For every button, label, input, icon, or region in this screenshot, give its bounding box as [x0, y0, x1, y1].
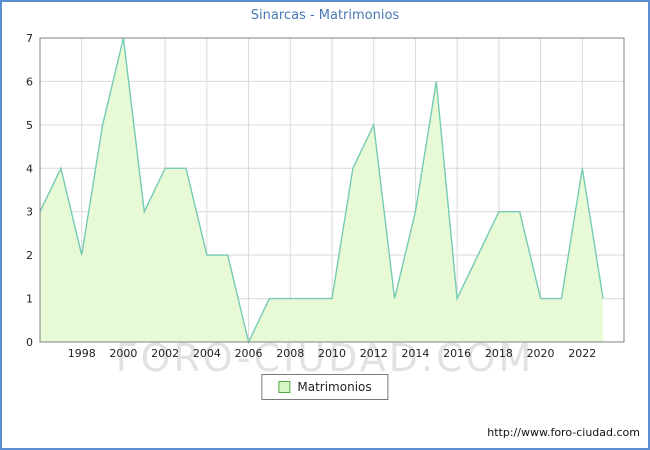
- svg-text:2016: 2016: [443, 347, 471, 360]
- source-url: http://www.foro-ciudad.com: [487, 426, 640, 439]
- svg-text:5: 5: [26, 119, 33, 132]
- svg-text:2002: 2002: [151, 347, 179, 360]
- svg-text:1998: 1998: [68, 347, 96, 360]
- svg-text:2008: 2008: [276, 347, 304, 360]
- svg-text:6: 6: [26, 75, 33, 88]
- svg-text:2018: 2018: [485, 347, 513, 360]
- area-chart-plot: 0 1 2 3 4 5 6 7 1998 2000 2002 2004 2006 2008 2010 2012…: [26, 32, 625, 360]
- legend-swatch-icon: [278, 381, 291, 393]
- svg-text:2010: 2010: [318, 347, 346, 360]
- svg-text:2022: 2022: [568, 347, 596, 360]
- svg-text:2020: 2020: [527, 347, 555, 360]
- svg-text:3: 3: [26, 206, 33, 219]
- svg-text:2006: 2006: [235, 347, 263, 360]
- chart-title: Sinarcas - Matrimonios: [250, 8, 400, 23]
- svg-text:2014: 2014: [401, 347, 429, 360]
- svg-text:2004: 2004: [193, 347, 221, 360]
- svg-text:2000: 2000: [109, 347, 137, 360]
- legend: Matrimonios: [261, 374, 389, 400]
- watermark-text: FORO-CIUDAD.COM: [115, 336, 535, 380]
- svg-text:2012: 2012: [360, 347, 388, 360]
- svg-text:1: 1: [26, 293, 33, 306]
- svg-text:4: 4: [26, 162, 33, 175]
- svg-text:2: 2: [26, 249, 33, 262]
- svg-text:0: 0: [26, 336, 33, 349]
- legend-label: Matrimonios: [297, 380, 372, 394]
- svg-text:7: 7: [26, 32, 33, 45]
